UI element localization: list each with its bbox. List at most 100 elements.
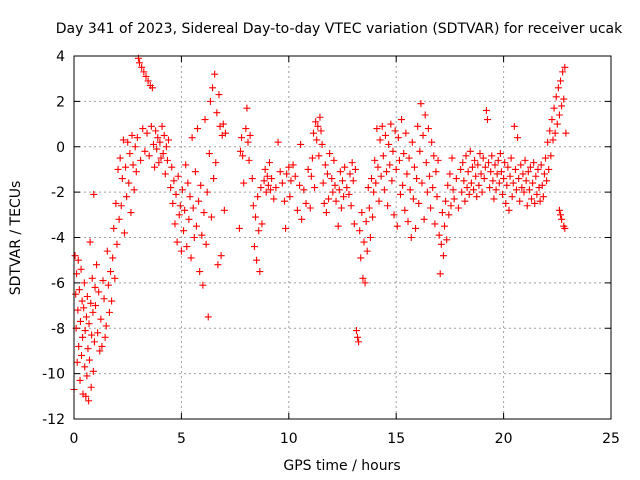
data-point <box>97 315 105 323</box>
data-point <box>119 136 127 144</box>
data-point <box>147 122 155 130</box>
data-point <box>335 186 343 194</box>
data-point <box>421 111 429 119</box>
data-point <box>198 231 206 239</box>
data-point <box>480 175 488 183</box>
data-point <box>139 125 147 133</box>
data-point <box>509 179 517 187</box>
data-point <box>437 240 445 248</box>
data-point <box>376 136 384 144</box>
data-point <box>75 286 83 294</box>
data-point <box>270 195 278 203</box>
data-point <box>103 247 111 255</box>
data-point <box>558 215 566 223</box>
data-point <box>186 193 194 201</box>
data-point <box>560 95 568 103</box>
y-tick-label: 4 <box>56 49 65 65</box>
data-point <box>89 308 97 316</box>
data-point <box>191 168 199 176</box>
data-point <box>518 184 526 192</box>
data-point <box>148 84 156 92</box>
data-point <box>138 63 146 71</box>
data-point <box>485 159 493 167</box>
data-point <box>490 195 498 203</box>
data-point <box>346 170 354 178</box>
data-point <box>311 184 319 192</box>
data-point <box>90 190 98 198</box>
data-point <box>550 104 558 112</box>
data-point <box>102 322 110 330</box>
data-point <box>199 281 207 289</box>
data-point <box>409 195 417 203</box>
data-point <box>190 234 198 241</box>
data-point <box>461 197 469 205</box>
data-point <box>125 179 133 187</box>
data-point <box>285 163 293 171</box>
data-point <box>414 122 422 130</box>
data-point <box>341 163 349 171</box>
data-point <box>515 175 523 183</box>
data-point <box>78 297 86 305</box>
data-point <box>128 131 136 139</box>
data-point <box>352 327 360 335</box>
data-point <box>388 177 396 185</box>
data-point <box>505 206 513 214</box>
data-point <box>540 170 548 178</box>
data-point <box>418 179 426 187</box>
chart-title: Day 341 of 2023, Sidereal Day-to-day VTE… <box>56 21 623 37</box>
data-point <box>497 168 505 176</box>
data-point <box>561 63 569 71</box>
data-point <box>108 297 116 305</box>
data-point <box>293 206 301 214</box>
x-tick-label: 15 <box>387 431 405 447</box>
data-point <box>175 211 183 219</box>
data-point <box>420 215 428 223</box>
data-point <box>429 184 437 192</box>
data-point <box>379 152 387 160</box>
data-point <box>282 224 290 232</box>
data-point <box>154 134 162 142</box>
data-point <box>127 209 135 217</box>
data-point <box>536 197 544 205</box>
data-point <box>499 190 507 198</box>
data-point <box>524 168 532 176</box>
data-point <box>516 197 524 205</box>
data-point <box>512 186 520 194</box>
data-point <box>359 274 367 282</box>
data-point <box>209 84 217 92</box>
data-point <box>349 177 357 185</box>
data-point <box>434 156 442 164</box>
data-point <box>392 165 400 173</box>
data-point <box>417 100 425 108</box>
data-point <box>137 156 145 164</box>
data-point <box>91 302 99 310</box>
data-point <box>117 202 125 210</box>
data-point <box>496 150 504 158</box>
data-point <box>449 186 457 194</box>
data-point <box>534 165 542 173</box>
data-point <box>210 175 218 183</box>
data-point <box>203 188 211 196</box>
data-point <box>202 240 210 248</box>
data-point <box>462 152 470 160</box>
data-point <box>395 156 403 164</box>
data-point <box>310 129 318 137</box>
data-point <box>360 238 368 246</box>
data-point <box>246 131 254 139</box>
data-point <box>242 125 250 133</box>
data-point <box>477 170 485 178</box>
x-tick-label: 10 <box>280 431 298 447</box>
data-point <box>78 351 86 359</box>
data-point <box>272 184 280 192</box>
data-point <box>457 165 465 173</box>
data-point <box>427 204 435 212</box>
data-point <box>465 190 473 198</box>
data-point <box>149 140 157 148</box>
data-point <box>313 136 321 144</box>
data-point <box>101 333 109 341</box>
data-point <box>488 152 496 160</box>
data-point <box>317 127 325 135</box>
x-tick-label: 20 <box>495 431 513 447</box>
data-point <box>261 165 269 173</box>
data-point <box>431 220 439 228</box>
